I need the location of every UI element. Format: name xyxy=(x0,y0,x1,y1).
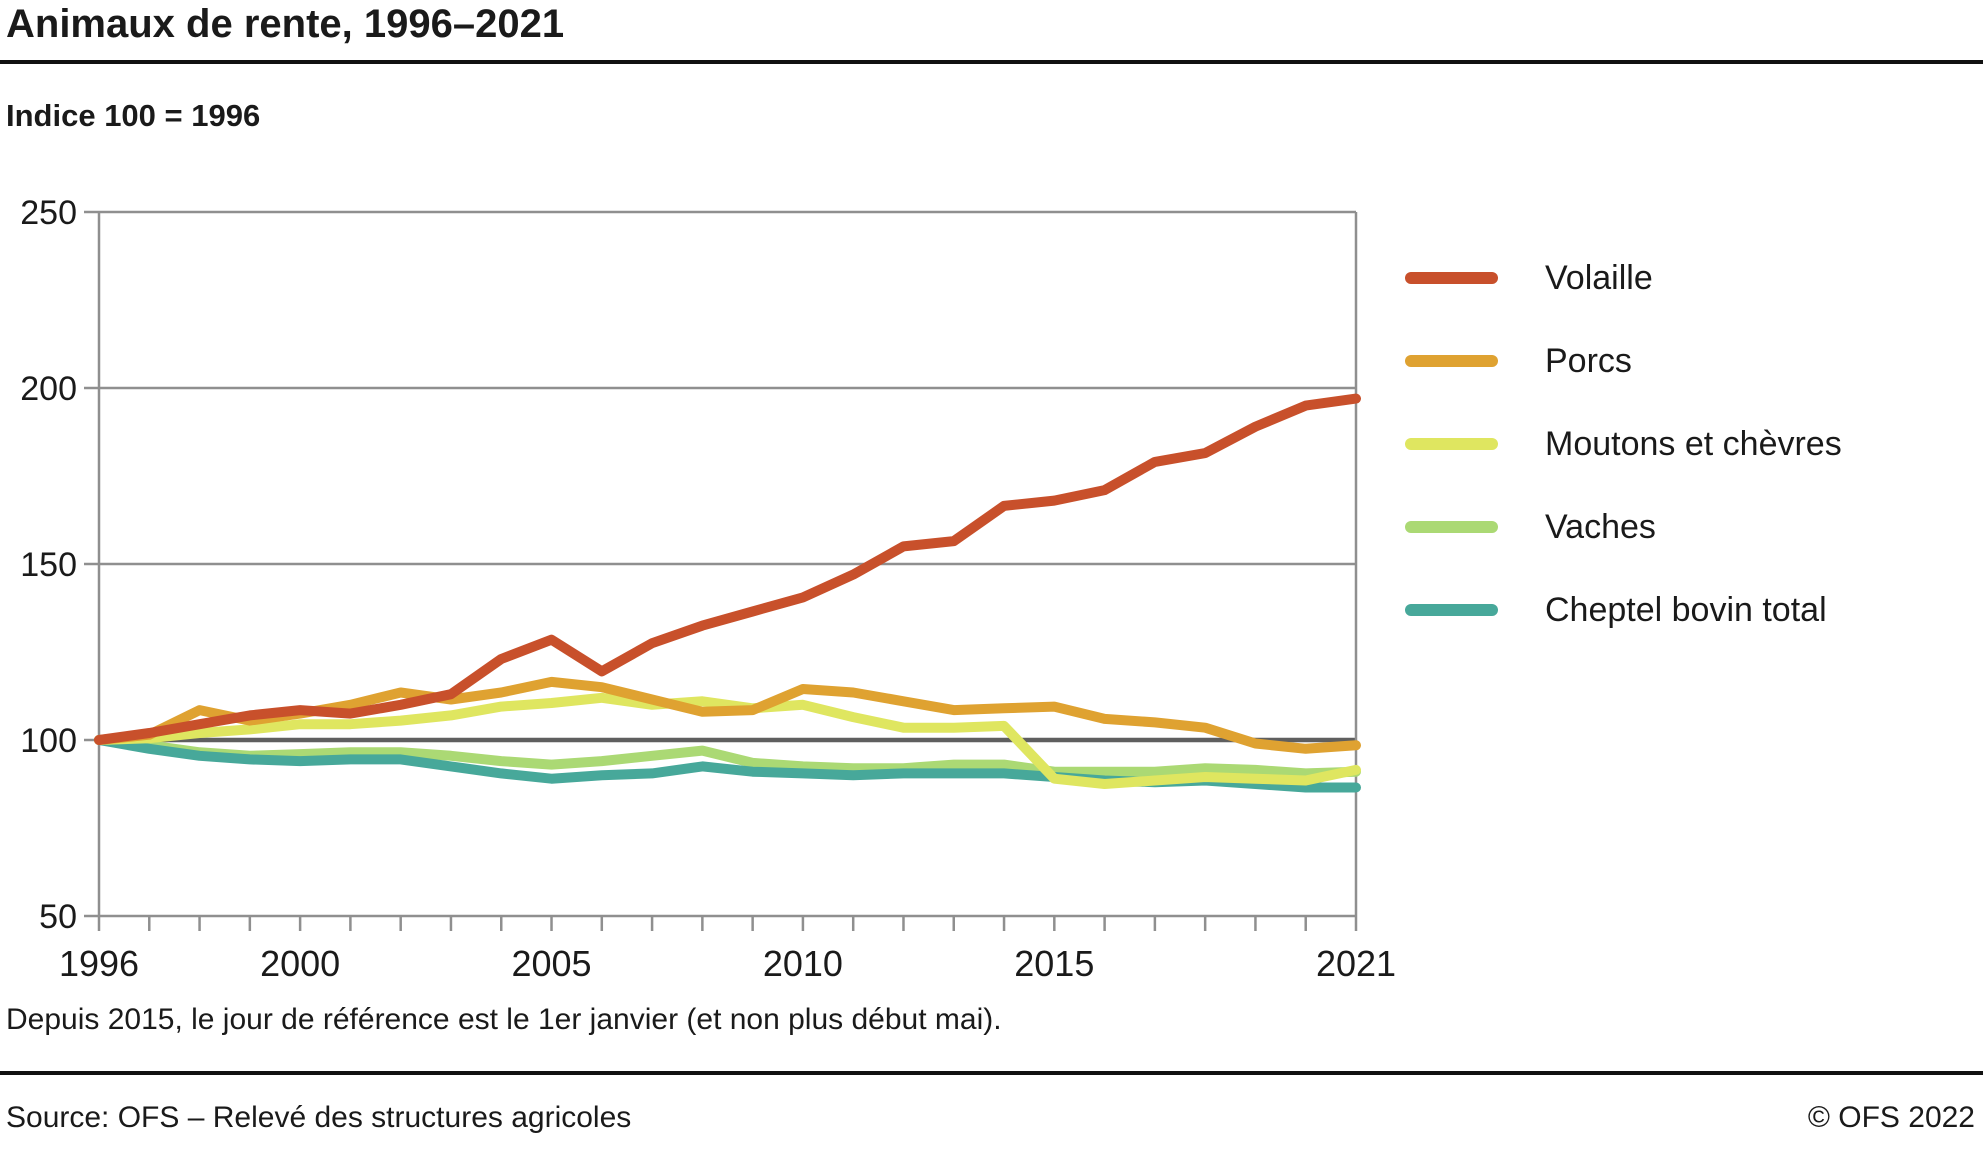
line-volaille xyxy=(94,393,1361,745)
ytick-label-50: 50 xyxy=(39,898,77,936)
legend-item-4: Vaches xyxy=(1405,507,1842,547)
ytick-label-200: 200 xyxy=(20,370,77,408)
ytick-label-150: 150 xyxy=(20,546,77,584)
line-moutons-et-ch-vres xyxy=(94,692,1361,789)
chart-subtitle: Indice 100 = 1996 xyxy=(6,98,261,133)
legend-swatch-icon xyxy=(1405,521,1498,533)
legend-label: Porcs xyxy=(1545,341,1632,380)
ytick-label-250: 250 xyxy=(20,194,77,232)
legend-item-5: Cheptel bovin total xyxy=(1405,590,1842,630)
copyright-text: © OFS 2022 xyxy=(1807,1101,1975,1134)
legend-label: Vaches xyxy=(1545,507,1656,546)
page-title: Animaux de rente, 1996–2021 xyxy=(6,2,565,46)
legend-swatch-icon xyxy=(1405,272,1498,284)
xtick-label-2010: 2010 xyxy=(763,943,843,984)
legend-item-2: Porcs xyxy=(1405,341,1842,381)
legend-label: Cheptel bovin total xyxy=(1545,590,1827,629)
chart-legend: Volaille Porcs Moutons et chèvres Vaches Che… xyxy=(1405,258,1842,630)
legend-item-1: Volaille xyxy=(1405,258,1842,298)
line-vaches xyxy=(94,735,1361,779)
legend-label: Volaille xyxy=(1545,258,1653,297)
legend-item-3: Moutons et chèvres xyxy=(1405,424,1842,464)
legend-swatch-icon xyxy=(1405,604,1498,616)
title-divider xyxy=(0,60,1983,64)
legend-swatch-icon xyxy=(1405,355,1498,367)
source-divider xyxy=(0,1071,1983,1075)
xtick-label-1996: 1996 xyxy=(59,943,139,984)
chart-footnote: Depuis 2015, le jour de référence est le… xyxy=(6,1003,1002,1036)
xtick-label-2015: 2015 xyxy=(1014,943,1094,984)
xtick-label-2021: 2021 xyxy=(1316,943,1396,984)
ytick-label-100: 100 xyxy=(20,722,77,760)
xtick-label-2005: 2005 xyxy=(511,943,591,984)
source-text: Source: OFS – Relevé des structures agri… xyxy=(6,1101,632,1134)
xtick-label-2000: 2000 xyxy=(260,943,340,984)
legend-label: Moutons et chèvres xyxy=(1545,424,1842,463)
legend-swatch-icon xyxy=(1405,438,1498,450)
